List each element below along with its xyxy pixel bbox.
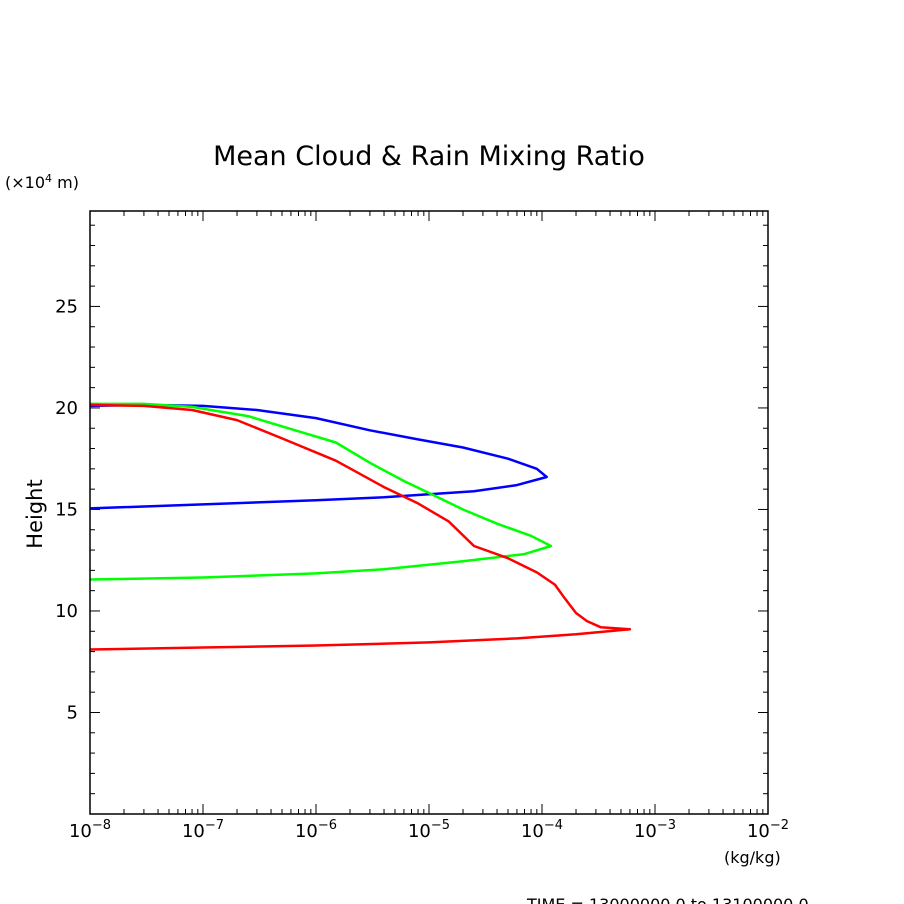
- y-unit-label: (×104 m): [5, 172, 79, 192]
- axis-ticks: [89, 211, 769, 814]
- x-tick-label: 10−2: [747, 818, 789, 842]
- x-tick-label-base: 10: [634, 821, 657, 842]
- x-unit-label: (kg/kg): [724, 848, 781, 867]
- x-tick-label-exponent: −7: [205, 818, 224, 833]
- x-tick-label-exponent: −3: [657, 818, 676, 833]
- y-unit-exponent: 4: [45, 172, 52, 185]
- x-tick-label: 10−4: [521, 818, 563, 842]
- series-line: [89, 403, 548, 510]
- x-tick-label-base: 10: [69, 821, 92, 842]
- x-tick-label-exponent: −5: [431, 818, 450, 833]
- x-tick-label-base: 10: [521, 821, 544, 842]
- series-line: [89, 402, 553, 581]
- y-tick-label: 25: [55, 296, 78, 317]
- x-tick-label: 10−5: [408, 818, 450, 842]
- x-tick-label-base: 10: [295, 821, 318, 842]
- y-tick-label: 5: [67, 702, 78, 723]
- y-axis-label: Height: [23, 479, 47, 548]
- x-tick-label-exponent: −4: [544, 818, 563, 833]
- data-series: [89, 402, 632, 651]
- y-tick-label: 10: [55, 601, 78, 622]
- x-tick-label-exponent: −2: [770, 818, 789, 833]
- x-tick-label-exponent: −8: [92, 818, 111, 833]
- y-unit-suffix: m): [52, 173, 79, 192]
- x-tick-label-base: 10: [408, 821, 431, 842]
- x-tick-label: 10−6: [295, 818, 337, 842]
- x-tick-label-exponent: −6: [318, 818, 337, 833]
- chart-title: Mean Cloud & Rain Mixing Ratio: [213, 141, 645, 172]
- y-unit-prefix: (×10: [5, 173, 45, 192]
- x-tick-label: 10−7: [182, 818, 224, 842]
- plot-frame: [89, 210, 769, 815]
- series-line: [89, 403, 632, 651]
- x-tick-label-base: 10: [182, 821, 205, 842]
- y-tick-label: 20: [55, 398, 78, 419]
- y-tick-label: 15: [55, 499, 78, 520]
- x-tick-label-base: 10: [747, 821, 770, 842]
- x-tick-label: 10−8: [69, 818, 111, 842]
- footer-time-label: TIME = 13000000.0 to 13100000.0: [526, 895, 809, 904]
- x-tick-label: 10−3: [634, 818, 676, 842]
